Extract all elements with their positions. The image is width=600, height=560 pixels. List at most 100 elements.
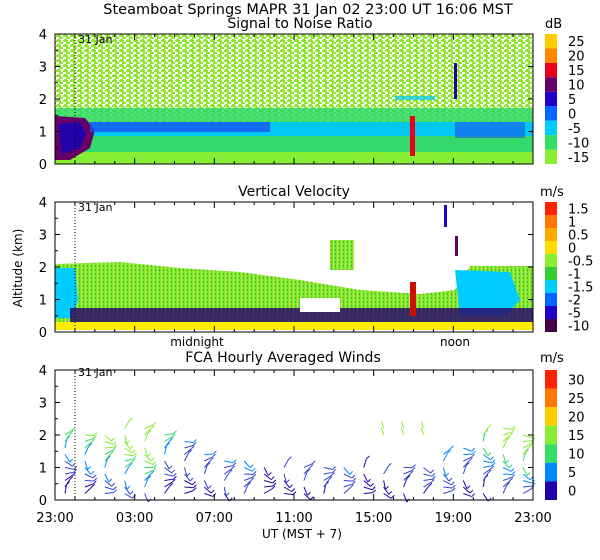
wind-barb <box>204 486 212 494</box>
wind-barb-feather <box>111 482 116 487</box>
wind-barb <box>84 473 94 479</box>
wind-barb <box>164 460 170 470</box>
vv-red-spike <box>410 282 416 316</box>
wind-barb-feather <box>430 479 435 483</box>
vv-units: m/s <box>540 185 564 200</box>
colorbar-swatch <box>545 34 557 49</box>
wind-barb-feather <box>189 477 194 482</box>
wind-barb-feather <box>466 485 471 490</box>
wind-barb-feather <box>72 426 76 431</box>
snr-echo-spike <box>410 116 415 156</box>
wind-barb <box>383 466 389 475</box>
wind-barb <box>64 484 68 494</box>
colorbar-swatch <box>545 202 557 215</box>
wind-title: FCA Hourly Averaged Winds <box>185 350 381 366</box>
wind-barb-feather <box>306 468 311 473</box>
wind-barb-feather <box>328 476 333 480</box>
colorbar-label: 30 <box>568 373 585 388</box>
wind-barb-feather <box>87 466 92 470</box>
colorbar-swatch <box>545 462 557 482</box>
wind-barb <box>223 472 230 481</box>
colorbar-label: 0 <box>568 107 576 122</box>
wind-barb-feather <box>490 465 495 470</box>
wind-barb-feather <box>525 448 529 453</box>
wind-barb <box>442 452 449 462</box>
wind-barb <box>522 473 531 481</box>
wind-barb-feather <box>270 476 275 481</box>
wind-barb-feather <box>432 475 436 480</box>
wind-barb <box>423 481 432 488</box>
wind-barb <box>443 486 453 489</box>
wind-barb <box>442 473 450 482</box>
wind-barb <box>423 485 430 494</box>
wind-barb-feather <box>291 488 296 492</box>
y-tick-label: 3 <box>39 397 47 412</box>
wind-barb-feather <box>169 482 174 487</box>
vv-date-label: 31 Jan <box>78 201 112 214</box>
wind-barb-feather <box>147 453 152 457</box>
wind-barb <box>124 441 131 450</box>
wind-barb-feather <box>106 455 111 460</box>
wind-barb-feather <box>192 442 197 446</box>
wind-barb <box>502 476 512 481</box>
wind-barb <box>183 467 188 477</box>
wind-barb-feather <box>147 475 152 479</box>
wind-barb <box>84 486 92 494</box>
wind-barb <box>104 453 111 462</box>
wind-barb-feather <box>531 437 536 442</box>
wind-barb-feather <box>451 487 456 492</box>
wind-barb <box>144 424 154 429</box>
wind-barb-feather <box>350 484 354 488</box>
wind-barb-upper <box>420 427 424 436</box>
wind-barb-feather <box>111 437 115 442</box>
wind-barb <box>323 484 327 494</box>
colorbar-label: -15 <box>568 151 589 166</box>
x-tick-label: 19:00 <box>435 511 472 526</box>
wind-barb-feather <box>311 460 316 465</box>
wind-barb-upper <box>381 421 385 429</box>
wind-barb-feather <box>465 462 470 466</box>
wind-barb-feather <box>307 491 311 496</box>
wind-barb-feather <box>228 497 233 502</box>
wind-barb <box>502 439 508 449</box>
wind-barb <box>243 460 251 469</box>
colorbar-swatch <box>545 215 557 228</box>
wind-barb-feather <box>147 429 152 434</box>
wind-barb-feather <box>352 477 357 482</box>
wind-barb <box>502 454 507 464</box>
wind-barb <box>124 480 128 490</box>
wind-barb-feather <box>69 458 74 463</box>
wind-barb <box>104 480 113 487</box>
snr-panel: Signal to Noise Ratio dB 31 Jan 0 1 2 3 4 25… <box>39 16 590 173</box>
wind-barb <box>184 448 192 455</box>
wind-barb <box>502 485 508 494</box>
wind-barb-feather <box>93 477 98 482</box>
x-tick-label: 23:00 <box>36 511 73 526</box>
wind-barb-feather <box>272 479 277 484</box>
wind-barb <box>263 473 272 481</box>
colorbar-swatch <box>545 280 557 293</box>
wind-barb-feather <box>150 425 155 429</box>
wind-barb <box>84 441 92 449</box>
wind-barb <box>184 441 194 443</box>
colorbar-swatch <box>545 120 557 136</box>
wind-barb <box>184 490 194 494</box>
wind-barb-feather <box>309 464 314 468</box>
wind-barb <box>243 480 252 488</box>
colorbar-label: 25 <box>568 35 585 50</box>
wind-barb-feather <box>451 484 456 489</box>
wind-barb <box>144 428 152 436</box>
wind-barb <box>383 486 390 495</box>
wind-barb <box>243 467 253 472</box>
wind-barb-feather <box>207 485 212 490</box>
wind-barb <box>144 447 149 457</box>
wind-barb-feather <box>371 486 376 491</box>
wind-barb-feather <box>152 461 157 465</box>
x-tick-label: 03:00 <box>116 511 153 526</box>
vv-purple-spike2 <box>455 236 458 256</box>
colorbar-swatch <box>545 319 557 332</box>
wind-barb <box>144 473 152 481</box>
wind-barb-feather <box>370 483 374 487</box>
wind-barb-feather <box>447 449 451 454</box>
